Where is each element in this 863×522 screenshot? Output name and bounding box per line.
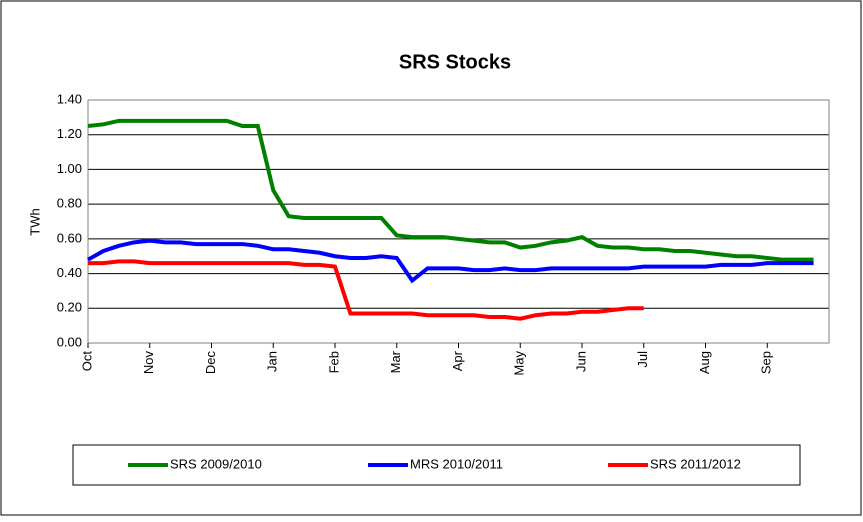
line-series bbox=[87, 118, 814, 262]
x-tick-label: Dec bbox=[203, 351, 218, 375]
x-tick-label: Oct bbox=[79, 351, 94, 372]
y-tick-label: 0.60 bbox=[57, 230, 82, 245]
y-tick-label: 1.40 bbox=[57, 91, 82, 106]
x-tick-label: Aug bbox=[697, 351, 712, 374]
legend-label: SRS 2011/2012 bbox=[650, 456, 741, 471]
legend-box bbox=[72, 444, 801, 486]
x-tick-label: Nov bbox=[141, 351, 156, 375]
x-tick-label: May bbox=[512, 351, 527, 376]
x-tick-label: Sep bbox=[759, 351, 774, 374]
line-series bbox=[87, 238, 814, 284]
y-tick-label: 1.20 bbox=[57, 126, 82, 141]
y-tick-label: 0.20 bbox=[57, 300, 82, 315]
x-tick-label: Jan bbox=[265, 351, 280, 372]
x-tick-label: Jul bbox=[635, 351, 650, 368]
y-tick-label: 1.00 bbox=[57, 161, 82, 176]
x-tick-label: Apr bbox=[450, 350, 465, 371]
x-tick-label: Feb bbox=[326, 351, 341, 373]
legend-label: SRS 2009/2010 bbox=[170, 456, 262, 471]
y-tick-label: 0.00 bbox=[57, 334, 82, 349]
line-series bbox=[88, 259, 644, 321]
y-axis-label: TWh bbox=[27, 208, 42, 235]
y-tick-label: 0.40 bbox=[57, 265, 82, 280]
y-tick-label: 0.80 bbox=[57, 196, 82, 211]
chart-title: SRS Stocks bbox=[399, 51, 511, 73]
x-tick-label: Jun bbox=[573, 351, 588, 372]
legend-label: MRS 2010/2011 bbox=[410, 456, 503, 471]
x-tick-label: Mar bbox=[388, 350, 403, 373]
